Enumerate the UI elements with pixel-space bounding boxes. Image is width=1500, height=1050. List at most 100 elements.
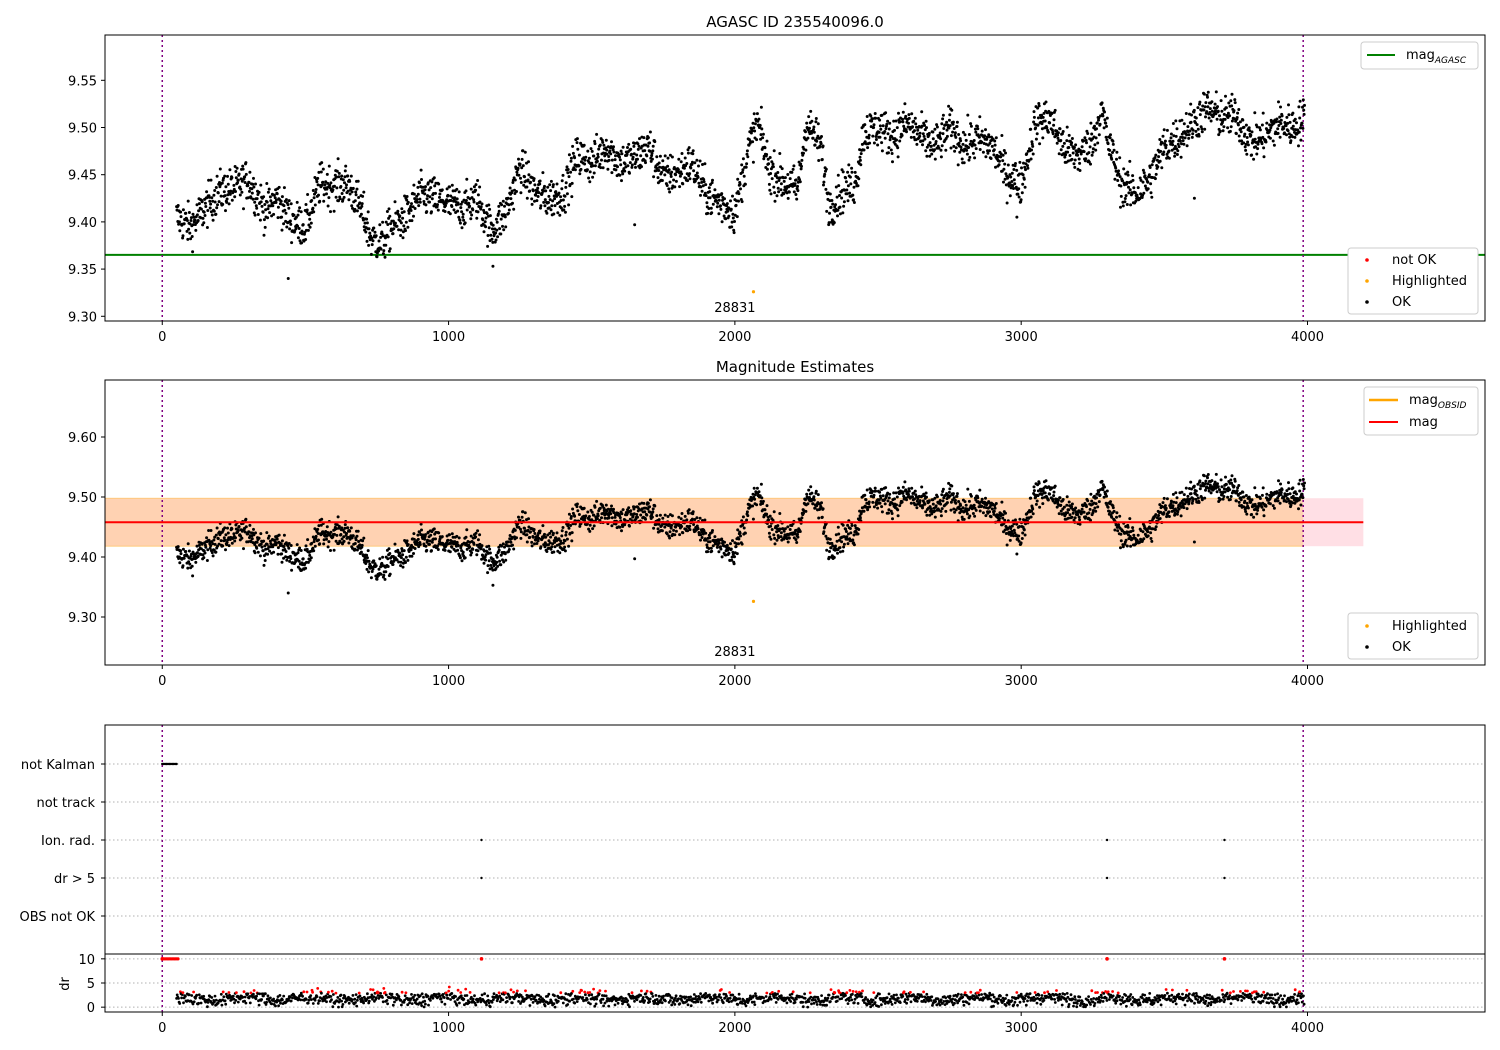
ok-point <box>687 146 691 150</box>
ok-point <box>1242 125 1246 129</box>
ok-point <box>1165 128 1169 132</box>
ok-point <box>354 193 358 197</box>
ok-point <box>962 161 966 165</box>
ok-point <box>384 570 388 574</box>
panel1-xtick-label: 3000 <box>1005 330 1038 345</box>
ok-point <box>612 150 616 154</box>
ok-point <box>852 185 856 189</box>
ok-point <box>652 526 656 530</box>
ok-point <box>1011 184 1015 188</box>
ok-point <box>484 553 488 557</box>
ok-point <box>1175 153 1179 156</box>
ok-point <box>981 150 985 154</box>
ok-point <box>1208 107 1212 111</box>
ok-point <box>1017 187 1021 191</box>
ok-point <box>1134 199 1138 203</box>
ok-point <box>185 219 189 222</box>
ok-point <box>534 193 538 197</box>
ok-point <box>189 219 193 222</box>
ok-point <box>840 196 844 200</box>
ok-point <box>1229 99 1233 103</box>
ok-point <box>1003 177 1007 181</box>
panel1-ytick-label: 9.50 <box>68 122 97 137</box>
ok-point <box>677 157 681 161</box>
ok-point <box>1205 110 1209 114</box>
ok-point <box>1155 158 1159 162</box>
ok-point <box>292 551 296 555</box>
ok-point <box>532 177 536 181</box>
ok-point <box>311 206 315 210</box>
ok-point <box>222 536 226 540</box>
ok-point <box>498 227 502 231</box>
ok-point <box>458 218 462 222</box>
ok-point <box>471 208 475 212</box>
ok-point <box>742 174 746 178</box>
ok-point <box>548 531 552 535</box>
ok-point <box>806 136 810 140</box>
ok-point <box>1073 165 1077 169</box>
ok-point <box>1129 203 1133 207</box>
ok-point <box>217 542 221 546</box>
ok-point <box>687 508 691 512</box>
ok-point <box>377 249 381 253</box>
ok-point <box>190 564 194 568</box>
ok-point <box>1105 138 1109 142</box>
ok-point <box>834 185 838 189</box>
ok-point <box>1279 122 1283 125</box>
ok-point <box>1017 195 1021 199</box>
ok-point <box>1229 125 1233 129</box>
ok-point <box>775 194 779 198</box>
ok-point <box>832 221 836 225</box>
ok-point <box>397 228 401 232</box>
ok-point <box>1108 136 1112 140</box>
ok-point <box>1232 109 1236 113</box>
ok-point <box>786 196 790 200</box>
ok-point <box>382 249 386 253</box>
ok-point <box>298 546 302 550</box>
ok-point <box>537 191 541 195</box>
ok-point <box>318 199 322 203</box>
ok-point <box>599 166 603 170</box>
ok-point <box>486 564 490 568</box>
ok-point <box>483 220 487 224</box>
ok-point <box>939 148 943 152</box>
ok-point <box>308 217 312 221</box>
ok-point <box>1189 120 1193 124</box>
ok-point <box>234 170 238 173</box>
ok-point <box>1099 114 1102 118</box>
ok-point <box>309 556 313 560</box>
ok-point <box>613 158 617 162</box>
ok-point <box>521 149 525 153</box>
ok-point <box>1299 138 1303 142</box>
ok-point <box>925 154 929 158</box>
ok-point <box>1032 115 1036 119</box>
ok-point <box>333 532 336 536</box>
ok-point <box>735 552 739 556</box>
ok-point <box>503 545 506 549</box>
ok-point <box>483 555 487 559</box>
ok-point <box>612 145 615 149</box>
panel1-xtick-label: 2000 <box>718 330 751 345</box>
ok-point <box>935 125 939 129</box>
ok-point <box>409 548 413 552</box>
ok-point <box>497 545 501 549</box>
ok-point <box>952 144 956 148</box>
ok-point <box>312 549 316 553</box>
ok-point <box>802 511 805 515</box>
ok-point <box>1228 114 1232 118</box>
ok-point <box>1066 150 1070 154</box>
ok-point <box>209 529 213 532</box>
ok-point <box>726 209 730 213</box>
ok-point <box>193 218 197 222</box>
ok-point <box>523 150 527 154</box>
ok-point <box>922 134 926 138</box>
ok-point <box>627 506 631 510</box>
ok-point <box>370 243 374 247</box>
ok-point <box>358 201 362 205</box>
ok-point <box>570 195 574 199</box>
ok-point <box>1240 139 1244 143</box>
ok-point <box>1254 145 1258 149</box>
ok-point <box>440 188 444 192</box>
ok-point <box>614 154 617 158</box>
ok-point <box>417 204 421 208</box>
